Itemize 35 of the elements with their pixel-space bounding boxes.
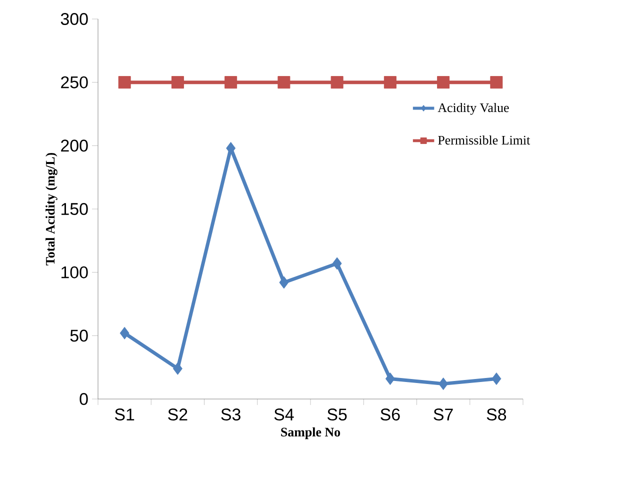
point	[490, 76, 503, 89]
point	[279, 276, 289, 289]
y-tick-label: 50	[70, 330, 88, 342]
x-tick-label: S8	[486, 408, 506, 421]
point	[330, 76, 344, 89]
x-tick-label: S2	[168, 408, 188, 421]
point	[437, 76, 450, 89]
point	[278, 76, 290, 89]
point	[385, 372, 395, 385]
point	[492, 372, 502, 385]
y-tick-label: 150	[62, 203, 88, 215]
x-tick-label: S1	[114, 408, 134, 421]
point	[171, 76, 184, 89]
point	[172, 362, 182, 375]
x-tick-label: S4	[274, 408, 294, 421]
point	[384, 76, 396, 89]
point	[226, 142, 236, 154]
y-axis-title: Total Acidity (mg/L)	[46, 152, 58, 266]
point	[118, 76, 131, 89]
point	[438, 378, 448, 390]
x-tick-label: S5	[327, 408, 347, 421]
y-tick-label: 100	[62, 266, 88, 278]
x-tick-label: S3	[221, 408, 240, 421]
x-tick-label: S7	[434, 408, 453, 421]
point	[332, 257, 342, 270]
x-axis-title: Sample No	[281, 427, 340, 440]
point	[224, 76, 238, 89]
y-tick-label: 200	[61, 140, 88, 152]
legend-label: Acidity Value	[438, 102, 509, 115]
y-tick-label: 250	[61, 76, 88, 88]
y-tick-label: 300	[60, 13, 88, 25]
y-tick-label: 0	[80, 393, 88, 405]
x-tick-label: S6	[380, 408, 400, 421]
legend-label: Permissible Limit	[438, 135, 530, 145]
point	[120, 326, 130, 340]
